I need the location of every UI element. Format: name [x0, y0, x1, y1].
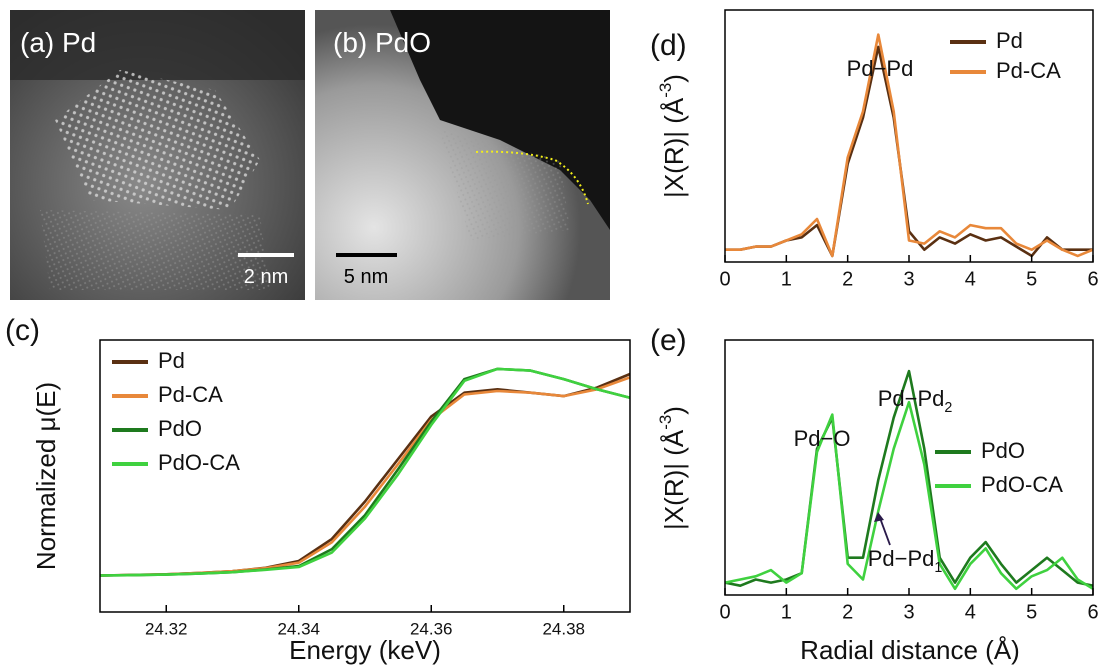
panel-label: (c) [5, 314, 40, 347]
y-axis-label: |X(R)| (Å-3) [656, 74, 688, 198]
data-line [725, 33, 1094, 258]
data-line [99, 376, 631, 577]
x-tick-label: 4 [965, 268, 976, 290]
panel-label: (d) [650, 29, 687, 62]
scale-bar-label: 2 nm [244, 266, 288, 288]
panel-label: (e) [650, 324, 687, 357]
x-tick-label: 6 [1087, 601, 1098, 623]
annotation-sub: 1 [934, 560, 942, 576]
data-line [724, 400, 1094, 591]
legend-label: PdO-CA [981, 472, 1063, 497]
y-axis-label-text: |X(R)| (Å [659, 429, 689, 530]
image-a [10, 10, 305, 300]
data-line [99, 367, 631, 577]
x-tick-label: 24.36 [410, 619, 453, 638]
y-axis-label-sup: -3 [656, 415, 675, 430]
x-tick-label: 1 [781, 601, 792, 623]
x-tick-label: 0 [719, 268, 730, 290]
scale-bar-label: 5 nm [344, 266, 388, 288]
x-tick-label: 1 [781, 268, 792, 290]
annotation: Pd−Pd [847, 56, 914, 81]
annotation: Pd−O [794, 426, 851, 451]
annotation-text: Pd−O [794, 426, 851, 451]
x-tick-label: 2 [842, 601, 853, 623]
x-tick-label: 24.34 [277, 619, 320, 638]
annotation-arrowhead [874, 512, 884, 522]
plot-frame [99, 339, 631, 613]
y-axis-label: |X(R)| (Å-3) [656, 406, 688, 530]
legend-label: Pd [996, 28, 1023, 53]
annotation-sub: 2 [944, 400, 952, 416]
x-tick-label: 3 [903, 268, 914, 290]
x-tick-label: 3 [903, 601, 914, 623]
data-line [724, 369, 1094, 587]
x-tick-label: 24.32 [145, 619, 188, 638]
y-axis-label-suffix: ) [659, 406, 689, 415]
legend-label: PdO [981, 438, 1025, 463]
x-tick-label: 4 [965, 601, 976, 623]
x-tick-label: 0 [719, 601, 730, 623]
annotation: Pd−Pd2 [878, 386, 953, 416]
y-axis-label-text: |X(R)| (Å [659, 97, 689, 198]
legend-label: Pd-CA [158, 382, 223, 407]
x-tick-label: 6 [1087, 268, 1098, 290]
x-tick-label: 5 [1026, 601, 1037, 623]
annotation-text: Pd−Pd [847, 56, 914, 81]
annotation-arrow [879, 517, 891, 546]
x-tick-label: 5 [1026, 268, 1037, 290]
y-axis-label-suffix: ) [659, 74, 689, 83]
annotation: Pd−Pd1 [868, 546, 943, 576]
x-tick-label: 24.38 [542, 619, 585, 638]
y-axis-label-sup: -3 [656, 83, 675, 98]
legend-label: Pd [158, 348, 185, 373]
legend-label: Pd-CA [996, 58, 1061, 83]
image-b [315, 10, 610, 300]
legend-label: PdO-CA [158, 450, 240, 475]
y-axis-label: Normalized μ(E) [31, 382, 61, 570]
x-axis-label: Energy (keV) [289, 635, 441, 665]
legend-label: PdO [158, 416, 202, 441]
image-label: (b) PdO [333, 27, 431, 58]
annotation-text: Pd−Pd [868, 546, 935, 571]
x-axis-label: Radial distance (Å) [800, 635, 1020, 665]
x-tick-label: 2 [842, 268, 853, 290]
image-label: (a) Pd [20, 27, 96, 58]
annotation-text: Pd−Pd [878, 386, 945, 411]
